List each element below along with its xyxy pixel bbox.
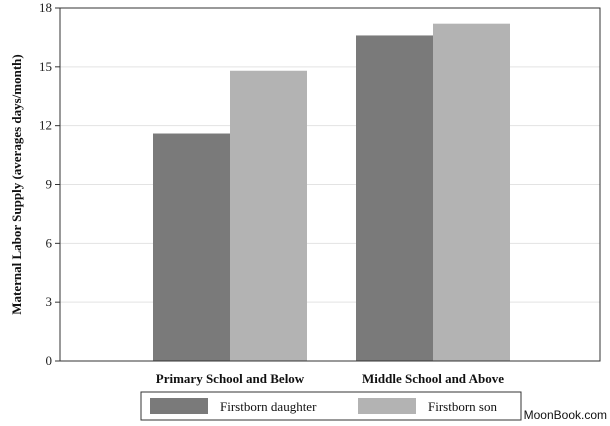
legend-swatch xyxy=(150,398,208,414)
legend-label: Firstborn son xyxy=(428,399,497,414)
bars xyxy=(153,23,510,361)
y-tick-label: 0 xyxy=(46,353,53,368)
y-tick-label: 15 xyxy=(39,59,52,74)
y-tick-label: 18 xyxy=(39,0,52,15)
x-axis: Primary School and Below Middle School an… xyxy=(156,371,504,386)
y-tick-label: 9 xyxy=(46,177,53,192)
legend-label: Firstborn daughter xyxy=(220,399,317,414)
y-tick-label: 3 xyxy=(46,294,53,309)
x-tick-label: Middle School and Above xyxy=(362,371,504,386)
y-axis: 0 3 6 9 12 15 18 xyxy=(39,0,60,368)
legend: Firstborn daughter Firstborn son xyxy=(140,391,522,421)
bar xyxy=(433,23,510,361)
bar xyxy=(356,35,433,361)
watermark: MoonBook.com xyxy=(523,408,607,422)
legend-swatch xyxy=(358,398,416,414)
y-axis-label: Maternal Labor Supply (averages days/mon… xyxy=(9,54,24,315)
bar xyxy=(230,70,307,361)
gridlines xyxy=(60,66,600,303)
bar xyxy=(153,133,230,361)
y-tick-label: 6 xyxy=(46,235,53,250)
y-tick-label: 12 xyxy=(39,118,52,133)
x-tick-label: Primary School and Below xyxy=(156,371,305,386)
